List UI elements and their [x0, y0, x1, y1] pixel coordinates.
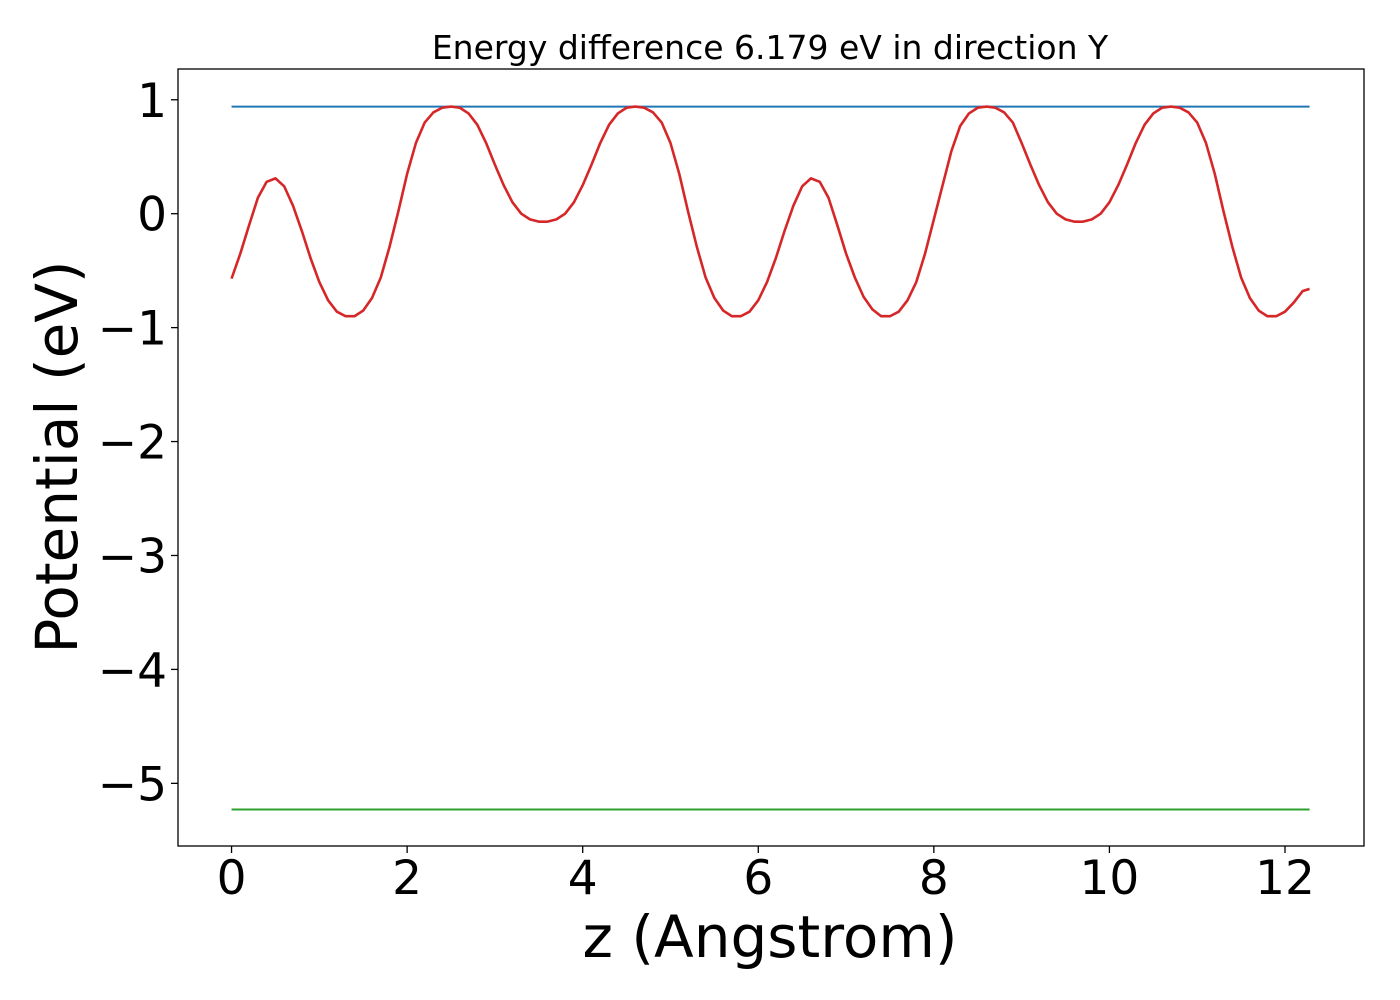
- y-tick-label: −5: [98, 757, 167, 812]
- series-line-3: [230, 105, 1310, 318]
- x-axis: 0 2 4 6 8 10 12: [217, 846, 1315, 906]
- y-tick-label: −4: [98, 643, 167, 698]
- x-tick-label: 0: [217, 851, 247, 906]
- y-axis-label: Potential (eV): [23, 260, 91, 653]
- y-tick-label: 0: [137, 188, 167, 243]
- x-axis-label: z (Angstrom): [583, 903, 958, 971]
- chart-title: Energy difference 6.179 eV in direction …: [432, 28, 1109, 67]
- series-layer: [230, 105, 1310, 811]
- x-tick-label: 4: [568, 851, 598, 906]
- x-tick-label: 8: [919, 851, 949, 906]
- y-tick-label: −3: [98, 529, 167, 584]
- y-tick-label: −1: [98, 302, 167, 357]
- x-tick-label: 2: [392, 851, 422, 906]
- y-tick-label: 1: [137, 74, 167, 129]
- x-tick-label: 6: [743, 851, 773, 906]
- plot-frame: [177, 68, 1365, 847]
- y-tick-label: −2: [98, 416, 167, 471]
- x-tick-label: 10: [1080, 851, 1140, 906]
- x-tick-label: 12: [1255, 851, 1315, 906]
- y-axis: 1 0 −1 −2 −3 −4 −5: [98, 74, 178, 812]
